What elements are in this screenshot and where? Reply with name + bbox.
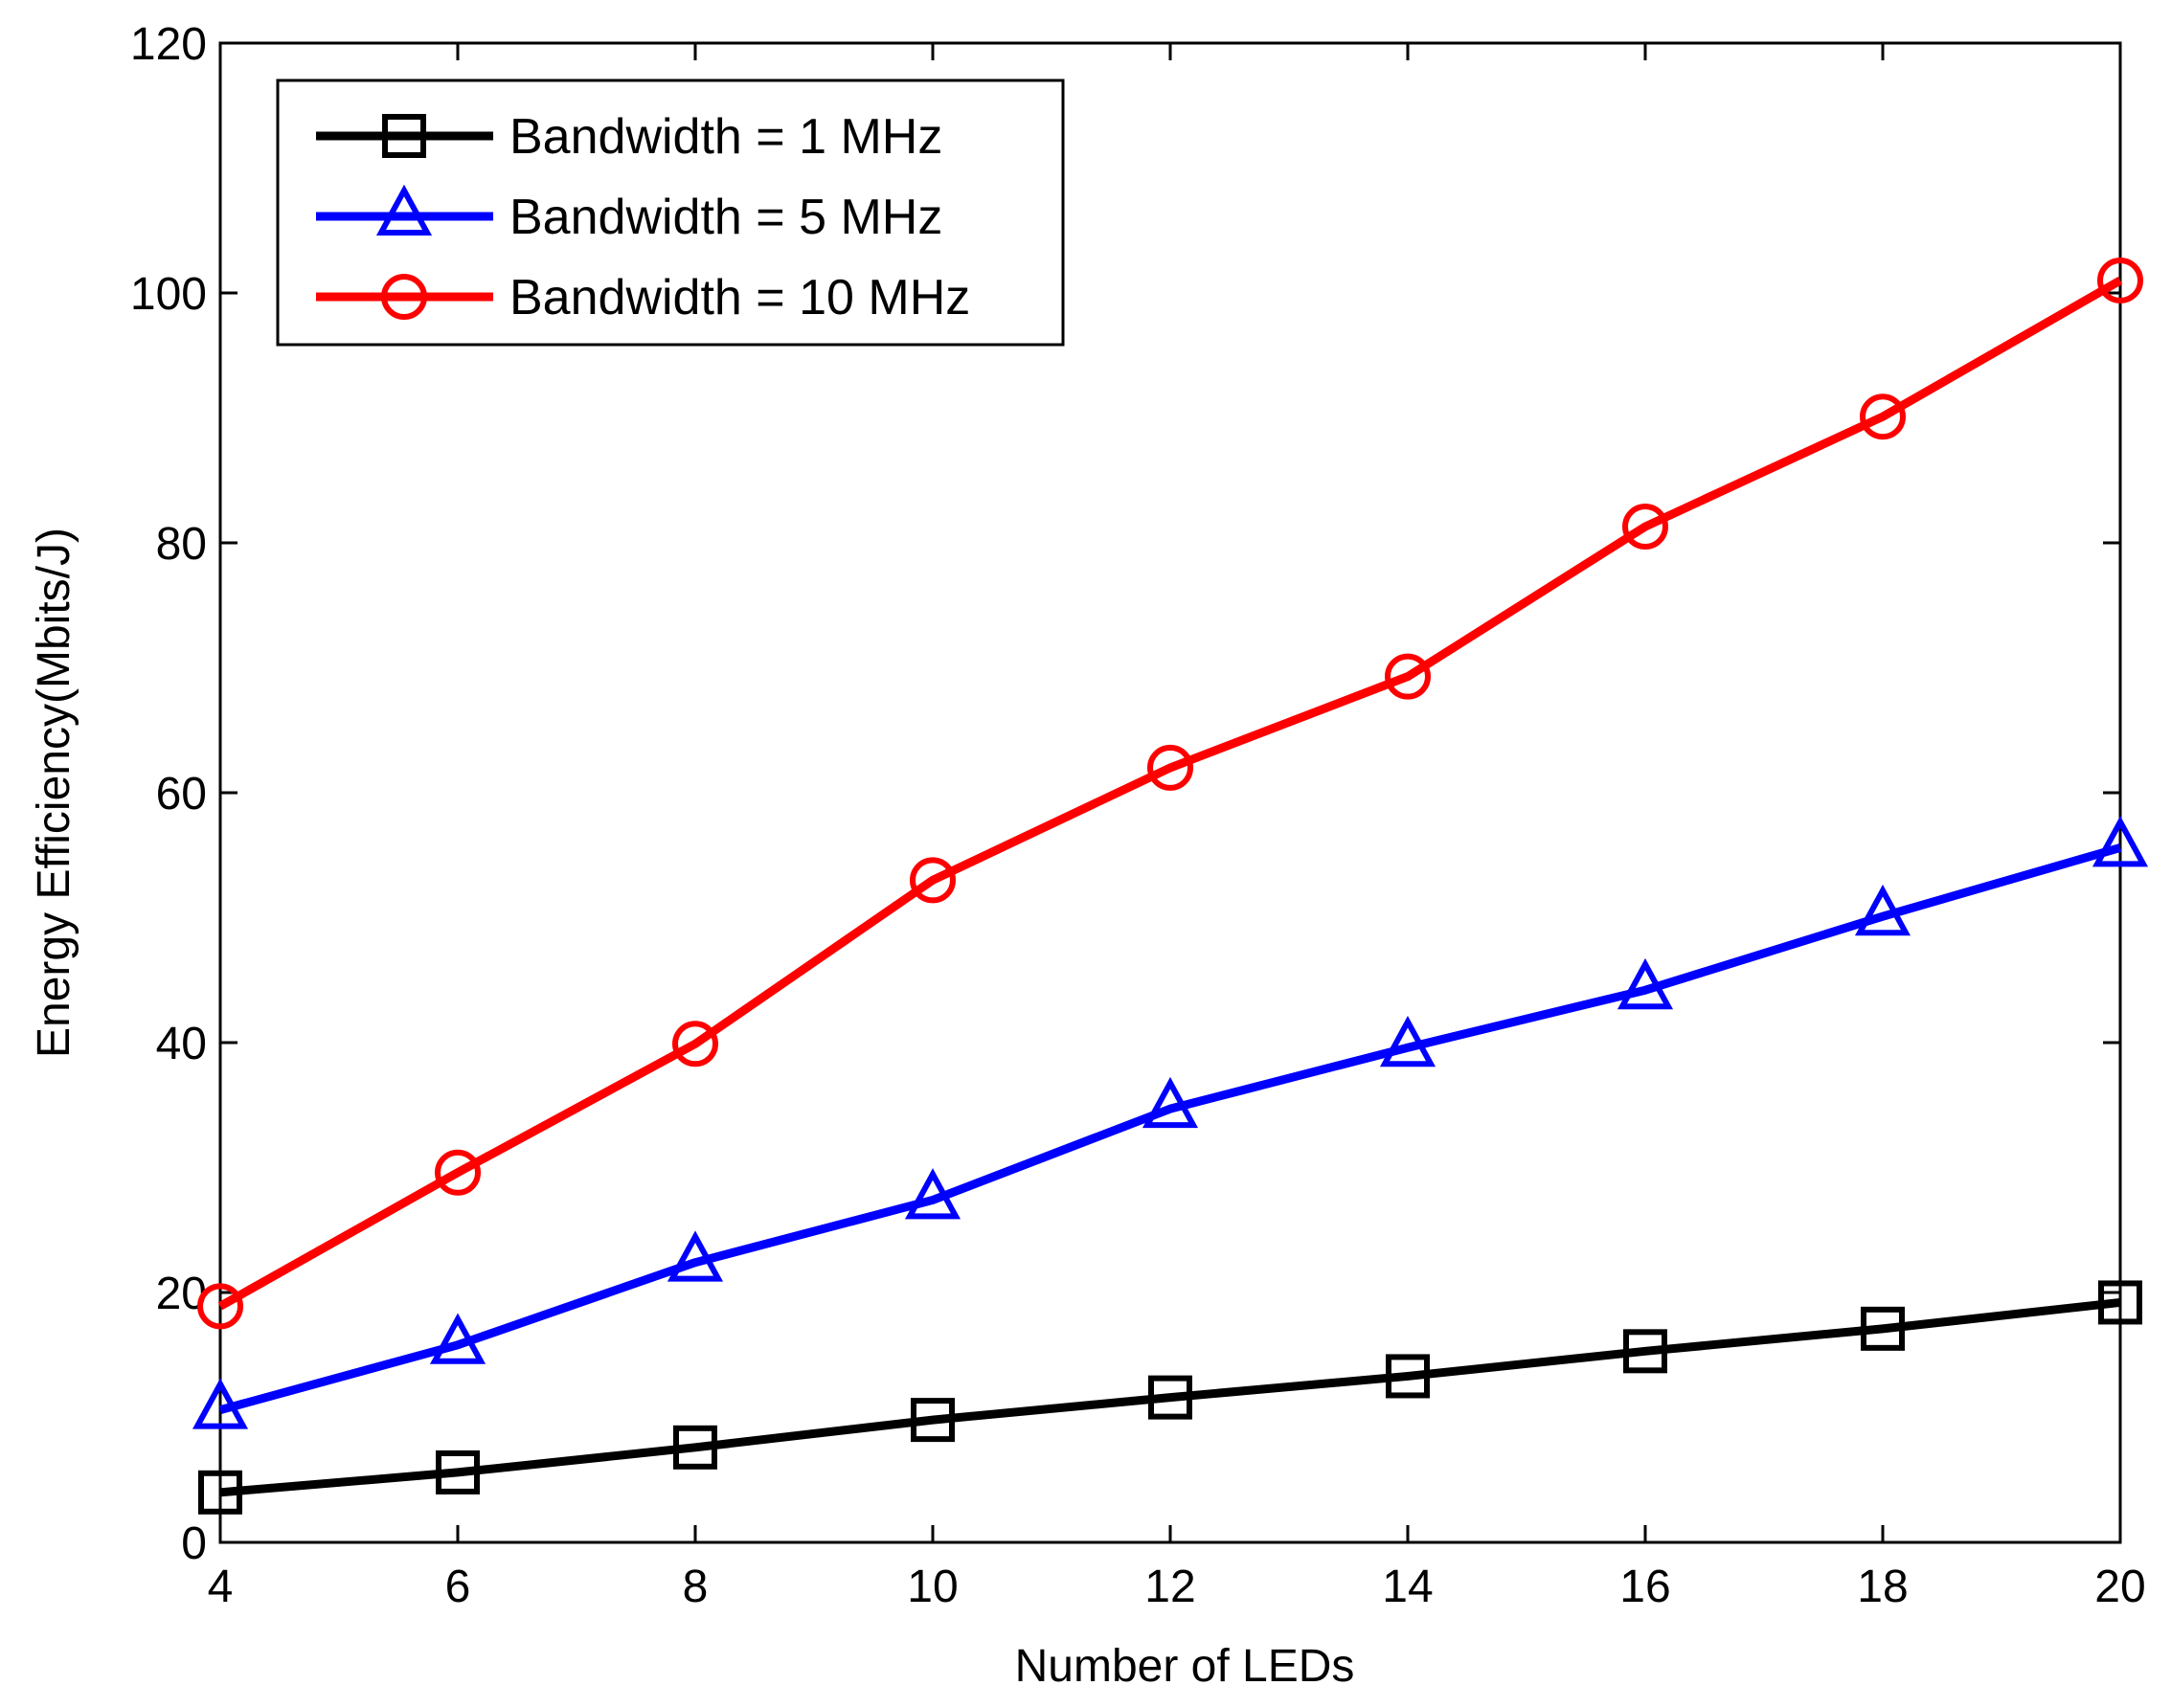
- legend-entry: Bandwidth = 10 MHz: [316, 270, 970, 326]
- x-tick-label: 8: [683, 1562, 709, 1612]
- x-axis-label: Number of LEDs: [1015, 1641, 1355, 1692]
- data-point: [2092, 816, 2149, 867]
- data-point: [904, 1168, 961, 1220]
- legend-label: Bandwidth = 5 MHz: [509, 190, 942, 245]
- legend-marker: [375, 184, 433, 236]
- data-point: [429, 1313, 486, 1364]
- data-point: [2097, 257, 2143, 303]
- data-point: [1622, 504, 1668, 551]
- x-tick-label: 18: [1857, 1562, 1908, 1612]
- data-point: [192, 1378, 249, 1429]
- data-point: [1623, 1329, 1667, 1374]
- data-point: [911, 1398, 955, 1443]
- y-tick-label: 60: [156, 769, 207, 820]
- series-line: [217, 277, 2123, 1311]
- data-point: [1617, 957, 1674, 1010]
- y-axis-label: Energy Efficiency(Mbits/J): [29, 528, 79, 1058]
- data-point: [1147, 744, 1193, 791]
- data-point: [1142, 1076, 1199, 1129]
- legend-label: Bandwidth = 10 MHz: [509, 270, 970, 326]
- series-line: [218, 843, 2122, 1415]
- x-tick-label: 4: [208, 1562, 234, 1612]
- y-tick-label: 80: [156, 519, 207, 570]
- x-tick-label: 20: [2094, 1562, 2145, 1612]
- data-point: [1861, 1306, 1905, 1351]
- data-point: [667, 1230, 724, 1282]
- data-point: [198, 1470, 242, 1515]
- data-point: [1386, 1354, 1430, 1399]
- legend-marker: [382, 114, 426, 158]
- data-point: [1379, 1015, 1436, 1068]
- data-point: [1860, 393, 1906, 440]
- legend-entry: Bandwidth = 5 MHz: [316, 184, 942, 245]
- x-tick-label: 12: [1144, 1562, 1195, 1612]
- data-point: [673, 1425, 717, 1470]
- series-line: [219, 1297, 2121, 1497]
- data-point: [1854, 884, 1911, 936]
- x-tick-label: 16: [1619, 1562, 1670, 1612]
- x-tick-label: 6: [445, 1562, 471, 1612]
- data-point: [1148, 1375, 1192, 1420]
- series-0: [198, 1280, 2142, 1515]
- series-2: [197, 257, 2143, 1330]
- y-tick-label: 0: [181, 1518, 207, 1569]
- series-layer: [192, 257, 2149, 1515]
- y-tick-label: 100: [130, 269, 207, 320]
- data-point: [435, 1149, 481, 1196]
- data-point: [672, 1021, 718, 1068]
- y-tick-label: 120: [130, 19, 207, 70]
- legend: Bandwidth = 1 MHz Bandwidth = 5 MHz Bandwi…: [276, 79, 1065, 347]
- legend-marker: [381, 274, 427, 320]
- series-1: [192, 816, 2149, 1429]
- data-point: [197, 1283, 243, 1330]
- x-tick-label: 10: [907, 1562, 958, 1612]
- data-point: [2098, 1280, 2142, 1325]
- legend-entry: Bandwidth = 1 MHz: [316, 109, 942, 165]
- data-point: [1385, 653, 1431, 700]
- legend-label: Bandwidth = 1 MHz: [509, 109, 942, 165]
- y-tick-label: 40: [156, 1019, 207, 1069]
- data-point: [436, 1450, 480, 1494]
- data-point: [910, 857, 956, 904]
- x-tick-label: 14: [1382, 1562, 1433, 1612]
